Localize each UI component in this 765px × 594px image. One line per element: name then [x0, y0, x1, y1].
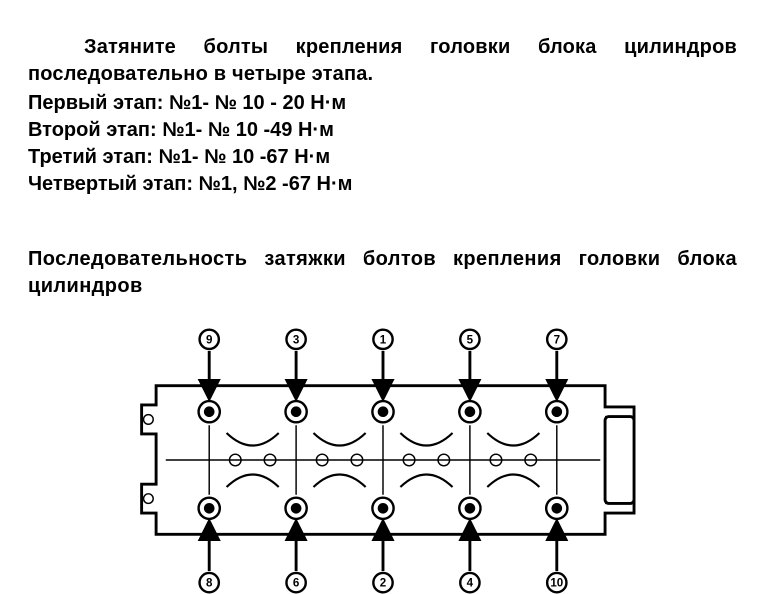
- svg-text:6: 6: [292, 578, 299, 590]
- svg-text:7: 7: [553, 334, 559, 346]
- stage-1: Первый этап: №1- № 10 - 20 Н·м: [28, 90, 737, 117]
- svg-text:2: 2: [379, 578, 385, 590]
- intro-paragraph: Затяните болты крепления головки блока ц…: [28, 34, 737, 88]
- svg-text:3: 3: [292, 334, 299, 346]
- head-diagram-container: 9 3 1 5 7 8 6 2 4 10: [28, 320, 737, 594]
- cylinder-head-diagram: 9 3 1 5 7 8 6 2 4 10: [93, 320, 673, 594]
- svg-text:4: 4: [466, 578, 473, 590]
- sequence-title: Последовательность затяжки болтов крепле…: [28, 246, 737, 300]
- svg-text:5: 5: [466, 334, 473, 346]
- svg-text:8: 8: [205, 578, 212, 590]
- spacer: [28, 198, 737, 226]
- stage-3: Третий этап: №1- № 10 -67 Н·м: [28, 144, 737, 171]
- svg-text:1: 1: [379, 334, 386, 346]
- stage-2: Второй этап: №1- № 10 -49 Н·м: [28, 117, 737, 144]
- torque-stages: Первый этап: №1- № 10 - 20 Н·м Второй эт…: [28, 90, 737, 198]
- svg-text:9: 9: [205, 334, 212, 346]
- stage-4: Четвертый этап: №1, №2 -67 Н·м: [28, 171, 737, 198]
- svg-text:10: 10: [550, 578, 563, 590]
